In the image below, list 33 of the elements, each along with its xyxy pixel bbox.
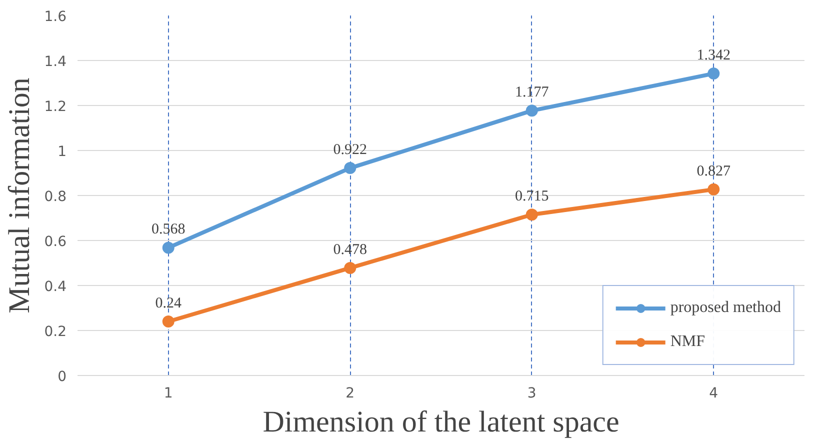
y-axis-title: Mutual information <box>3 78 36 314</box>
point <box>162 242 174 254</box>
point <box>344 262 356 274</box>
point <box>162 316 174 328</box>
data-label: 0.478 <box>333 242 367 258</box>
x-tick-label: 1 <box>164 386 173 402</box>
x-tick-label: 2 <box>346 386 355 402</box>
point <box>526 104 538 117</box>
y-tick-label: 0.2 <box>44 324 66 340</box>
data-label: 0.922 <box>333 142 367 158</box>
point <box>708 68 720 80</box>
data-label: 0.568 <box>152 222 186 238</box>
data-label: 1.177 <box>515 84 550 101</box>
y-tick-label: 1.4 <box>44 54 67 70</box>
data-label: 0.827 <box>696 163 731 180</box>
y-tick-label: 0.4 <box>44 279 67 295</box>
y-tick-label: 0 <box>58 369 67 385</box>
point <box>708 183 720 196</box>
x-tick-label: 4 <box>709 386 718 402</box>
x-tick-label: 3 <box>527 386 536 402</box>
data-label: 0.715 <box>515 188 549 205</box>
y-tick-label: 0.6 <box>44 234 67 250</box>
point <box>526 208 538 221</box>
point <box>344 162 356 174</box>
y-tick-label: 1.6 <box>44 9 67 25</box>
data-label: 0.24 <box>155 296 182 312</box>
y-tick-label: 1.2 <box>44 99 66 115</box>
x-axis-title: Dimension of the latent space <box>262 406 620 438</box>
legend-label: NMF <box>670 333 706 351</box>
y-tick-label: 1 <box>58 144 67 160</box>
legend-label: proposed method <box>670 299 781 317</box>
data-label: 1.342 <box>696 48 730 64</box>
y-tick-label: 0.8 <box>44 189 66 205</box>
